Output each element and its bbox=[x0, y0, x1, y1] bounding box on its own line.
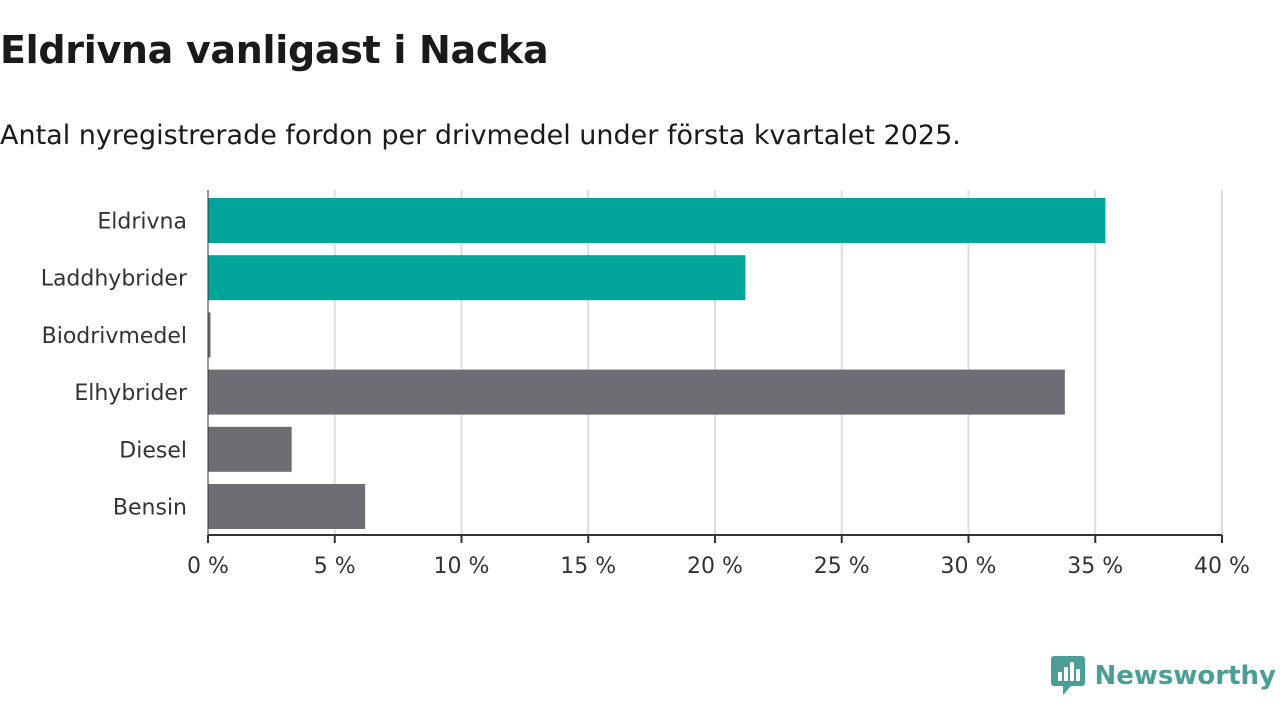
bar-diesel bbox=[208, 426, 292, 472]
bar-laddhybrider bbox=[208, 255, 746, 301]
category-label: Elhybrider bbox=[74, 381, 188, 406]
bar-elhybrider bbox=[208, 369, 1065, 415]
x-tick-label: 40 % bbox=[1194, 554, 1250, 579]
category-label: Eldrivna bbox=[97, 210, 187, 235]
category-labels: Eldrivna Laddhybrider Biodrivmedel Elhybrid… bbox=[41, 210, 188, 521]
bar-chart: 0 % 5 % 10 % 15 % 20 % 25 % 30 % 35 % 40 % Eldri… bbox=[41, 190, 1250, 579]
brand-name: Newsworthy bbox=[1094, 661, 1276, 691]
newsworthy-logo-icon bbox=[1050, 656, 1085, 695]
chart-subtitle: Antal nyregistrerade fordon per drivmede… bbox=[0, 120, 961, 151]
category-label: Laddhybrider bbox=[41, 267, 188, 292]
x-tick-label: 25 % bbox=[814, 554, 870, 579]
grid-lines bbox=[333, 190, 1223, 535]
x-tick-label: 30 % bbox=[941, 554, 997, 579]
x-tick-label: 0 % bbox=[187, 554, 229, 579]
x-axis: 0 % 5 % 10 % 15 % 20 % 25 % 30 % 35 % 40 % bbox=[187, 190, 1250, 579]
x-tick-label: 10 % bbox=[434, 554, 490, 579]
bar-biodrivmedel bbox=[208, 312, 211, 358]
x-tick-label: 15 % bbox=[560, 554, 616, 579]
bar-bensin bbox=[208, 484, 366, 529]
x-tick-label: 20 % bbox=[687, 554, 743, 579]
x-tick-label: 5 % bbox=[314, 554, 356, 579]
chart-title: Eldrivna vanligast i Nacka bbox=[0, 28, 549, 72]
x-tick-label: 35 % bbox=[1067, 554, 1123, 579]
bar-eldrivna bbox=[208, 198, 1106, 243]
brand: Newsworthy bbox=[1050, 656, 1276, 696]
category-label: Bensin bbox=[113, 496, 187, 521]
category-label: Diesel bbox=[119, 438, 187, 463]
bars bbox=[208, 198, 1106, 529]
category-label: Biodrivmedel bbox=[42, 324, 187, 349]
